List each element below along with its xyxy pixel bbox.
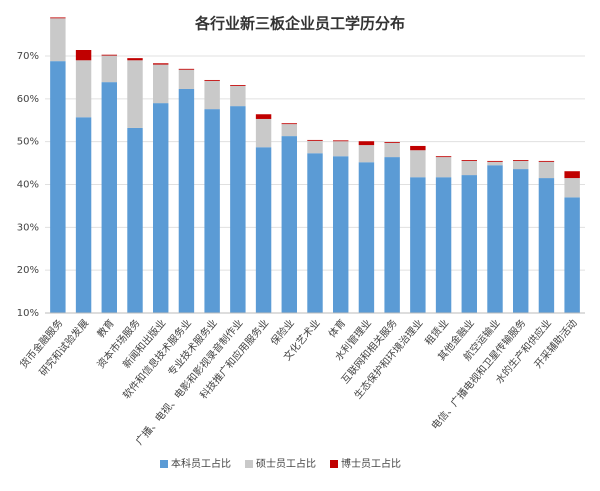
bar-segment [75,50,92,61]
bar-segment [101,55,117,83]
bar-segment [384,157,400,313]
bar-segment [153,63,169,65]
bar-segment [358,141,375,146]
x-tick-label: 教育 [94,317,117,341]
bar-segment [384,142,400,158]
bar-segment [307,153,323,313]
bar-segment [281,123,297,125]
y-tick-label: 70% [17,51,39,62]
bar-segment [487,161,503,166]
bar-segment [538,160,555,162]
bar-segment [461,160,477,176]
bar-segment [435,156,452,158]
bar-segment [255,114,272,119]
bar-segment [487,160,503,162]
bar-segment [461,160,477,161]
legend-label: 硕士员工占比 [256,457,316,470]
legend-swatch [160,460,168,468]
bar-segment [50,17,66,19]
bar-segment [410,177,426,313]
bar-segment [230,85,246,107]
bar-segment [230,106,246,314]
bar-segment [564,171,580,179]
bar-segment [204,109,220,313]
bar-segment [435,177,452,313]
bar-segment [101,82,117,314]
bar-segment [178,69,195,89]
bar-segment [75,117,92,313]
bar-segment [127,60,143,128]
bar-segment [230,85,246,86]
legend-swatch [245,460,253,468]
bar-segment [204,80,220,110]
bar-segment [178,68,195,70]
bar-segment [333,141,349,157]
bar-segment [513,160,529,161]
bar-segment [538,178,555,313]
bar-segment [513,169,529,313]
bar-segment [564,197,580,313]
bar-segment [204,79,220,81]
bar-segment [153,103,169,313]
bar-segment [75,60,92,118]
bar-segment [127,127,143,314]
bar-segment [538,161,555,179]
y-tick-label: 40% [17,180,39,191]
bar-segment [410,150,426,178]
legend-label: 本科员工占比 [171,457,231,470]
x-tick-label: 体育 [325,317,348,341]
x-tick-label: 开采辅助活动 [531,317,580,371]
legend-label: 博士员工占比 [341,457,401,470]
bar-segment [358,145,375,163]
bar-segment [307,139,323,141]
bar-segment [178,88,195,314]
bar-segment [435,157,452,178]
bar-segment [333,156,349,313]
bar-segment [358,162,375,313]
bar-segment [255,147,272,313]
bar-segment [101,54,117,56]
bar-segment [281,124,297,137]
bar-segment [281,136,297,313]
bar-segment [564,178,580,198]
y-tick-label: 60% [17,94,39,105]
bar-segment [487,165,503,313]
bar-segment [255,118,272,148]
bar-segment [333,140,349,142]
y-tick-label: 20% [17,265,39,276]
chart-title: 各行业新三板企业员工学历分布 [194,15,405,33]
bar-segment [153,64,169,104]
bar-segment [384,142,400,143]
y-tick-label: 10% [17,308,39,319]
legend-swatch [330,460,338,468]
y-tick-label: 50% [17,137,39,148]
bar-segment [127,58,143,61]
bar-segment [410,145,426,151]
bar-segment [50,61,66,313]
y-tick-label: 30% [17,222,39,233]
bar-segment [50,18,66,62]
bar-segment [513,160,529,170]
bar-segment [307,140,323,154]
bar-segment [461,175,477,313]
